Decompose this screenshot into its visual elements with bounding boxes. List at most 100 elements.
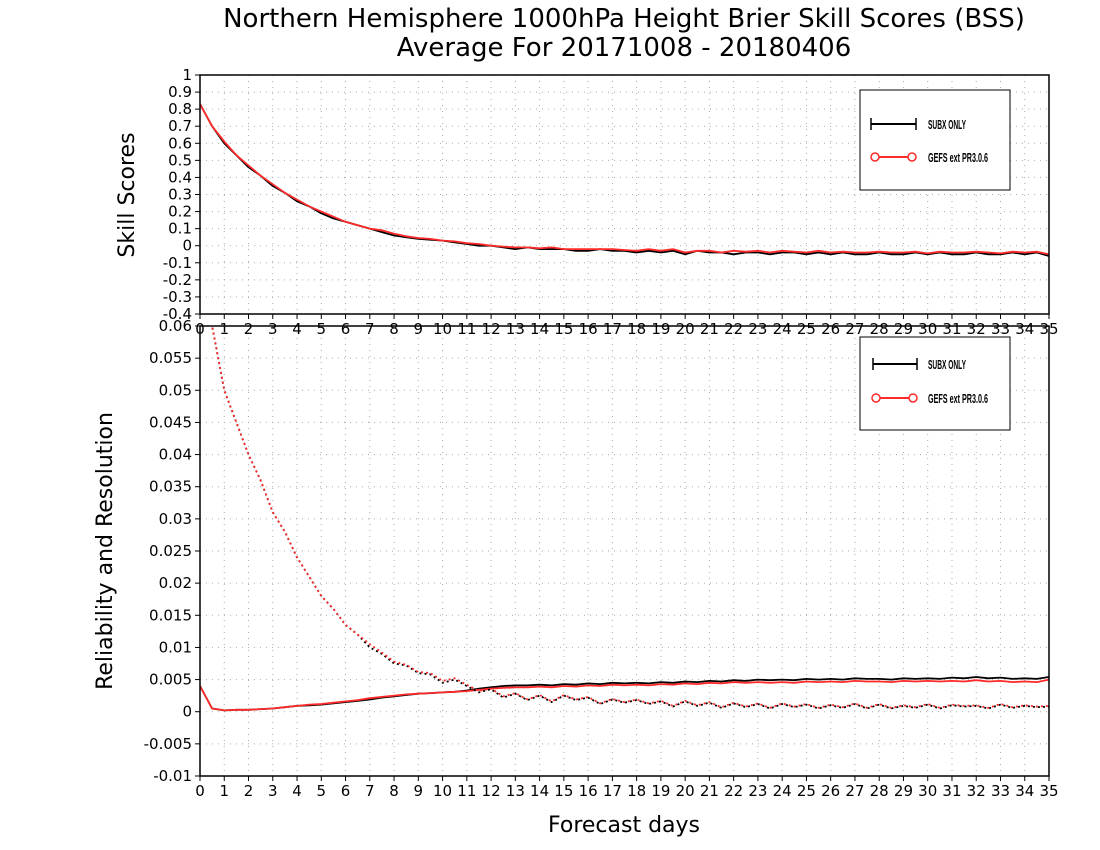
bottom-legend-circle-marker-2b: [908, 393, 918, 403]
top-x-ticks: 0 1 2 3 4 5 6 7 8 9 10 11 12 13 14 15 16 17 18 19 20 21 22 23 24…: [195, 314, 1059, 338]
top-y-tick-label: 0.7: [168, 117, 192, 135]
bot-x-tick-label: 15: [554, 782, 573, 800]
bot-x-tick-label: 32: [967, 782, 986, 800]
bot-x-tick-label: 25: [797, 782, 816, 800]
top-x-tick-label: 7: [365, 320, 375, 338]
skill-scores-panel: -0.4-0.3-0.2-0.100.10.20.30.40.50.60.70.…: [115, 66, 1059, 338]
bottom-legend: SUBX ONLY GEFS ext PR3.0.6: [859, 336, 1011, 431]
bot-x-tick-label: 35: [1039, 782, 1058, 800]
bot-y-tick-label: 0.035: [149, 478, 192, 496]
bot-x-tick-label: 24: [773, 782, 792, 800]
bot-x-tick-label: 7: [365, 782, 375, 800]
bot-x-tick-label: 11: [457, 782, 476, 800]
bottom-legend-circle-marker-2a: [871, 393, 881, 403]
top-x-tick-label: 13: [506, 320, 525, 338]
bot-x-tick-label: 14: [530, 782, 549, 800]
top-y-tick-label: 0.8: [168, 100, 192, 118]
bot-x-tick-label: 1: [219, 782, 229, 800]
bot-x-tick-label: 2: [244, 782, 254, 800]
bot-y-tick-label: -0.005: [144, 735, 192, 753]
top-legend: SUBX ONLY GEFS ext PR3.0.6: [859, 89, 1011, 191]
bottom-legend-label-1: SUBX ONLY: [928, 357, 966, 372]
top-x-tick-label: 12: [482, 320, 501, 338]
top-x-tick-label: 15: [554, 320, 573, 338]
bot-x-tick-label: 5: [317, 782, 327, 800]
top-legend-box: [859, 89, 1011, 191]
top-x-tick-label: 33: [991, 320, 1010, 338]
top-x-tick-label: 20: [676, 320, 695, 338]
top-y-axis-label: Skill Scores: [115, 132, 140, 257]
top-y-tick-label: 1: [182, 66, 192, 84]
top-x-tick-label: 2: [244, 320, 254, 338]
top-x-tick-label: 10: [433, 320, 452, 338]
bot-x-tick-label: 8: [389, 782, 399, 800]
top-y-tick-label: -0.3: [163, 288, 192, 306]
top-legend-label-2: GEFS ext PR3.0.6: [928, 150, 988, 165]
top-y-tick-label: -0.1: [163, 254, 192, 272]
bot-x-tick-label: 13: [506, 782, 525, 800]
bot-x-tick-label: 18: [627, 782, 646, 800]
top-x-tick-label: 21: [700, 320, 719, 338]
top-series-line-2: [200, 103, 1049, 256]
top-x-tick-label: 26: [821, 320, 840, 338]
bottom-x-ticks: 0 1 2 3 4 5 6 7 8 9 10 11 12 13 14 15 16 17 18 19 20 21 22 23 24…: [195, 776, 1059, 800]
bot-y-tick-label: -0.01: [153, 767, 192, 785]
top-y-tick-label: -0.2: [163, 271, 192, 289]
top-x-tick-label: 31: [942, 320, 961, 338]
top-x-tick-label: 34: [1015, 320, 1034, 338]
bot-x-tick-label: 22: [724, 782, 743, 800]
top-legend-circle-marker-2b: [907, 152, 917, 162]
bot-y-tick-label: 0.025: [149, 542, 192, 560]
bot-y-tick-label: 0: [182, 703, 192, 721]
top-x-tick-label: 3: [268, 320, 278, 338]
bot-x-tick-label: 10: [433, 782, 452, 800]
bot-y-tick-label: 0.02: [159, 574, 192, 592]
top-x-tick-label: 1: [219, 320, 229, 338]
top-y-tick-label: 0.3: [168, 186, 192, 204]
top-x-tick-label: 9: [414, 320, 424, 338]
bot-x-tick-label: 12: [482, 782, 501, 800]
top-y-tick-label: -0.4: [163, 305, 192, 323]
bot-y-tick-label: 0.05: [159, 381, 192, 399]
top-y-tick-label: 0.5: [168, 151, 192, 169]
x-axis-label: Forecast days: [548, 813, 700, 838]
reliability-resolution-panel: -0.01 -0.005 0 0.005 0.01 0.015 0.02 0.025 0.03 0…: [93, 317, 1059, 838]
top-x-tick-label: 5: [317, 320, 327, 338]
bot-x-tick-label: 27: [845, 782, 864, 800]
bot-x-tick-label: 29: [894, 782, 913, 800]
bot-x-tick-label: 16: [579, 782, 598, 800]
bot-y-tick-label: 0.01: [159, 638, 192, 656]
top-y-tick-label: 0.9: [168, 83, 192, 101]
bottom-series: [200, 326, 1049, 712]
chart-title-line2: Average For 20171008 - 20180406: [397, 33, 852, 63]
bot-y-tick-label: 0.03: [159, 510, 192, 528]
bot-x-tick-label: 31: [942, 782, 961, 800]
bot-x-tick-label: 17: [603, 782, 622, 800]
top-series: [200, 103, 1049, 257]
bot-x-tick-label: 9: [414, 782, 424, 800]
top-x-tick-label: 4: [292, 320, 302, 338]
top-x-tick-label: 32: [967, 320, 986, 338]
bot-x-tick-label: 33: [991, 782, 1010, 800]
top-x-tick-label: 24: [773, 320, 792, 338]
top-x-tick-label: 27: [845, 320, 864, 338]
top-y-tick-label: 0.4: [168, 168, 192, 186]
bot-x-tick-label: 28: [870, 782, 889, 800]
top-x-tick-label: 6: [341, 320, 351, 338]
bot-series-line-4: [211, 326, 1049, 709]
bot-x-tick-label: 0: [195, 782, 205, 800]
top-y-tick-label: 0.2: [168, 203, 192, 221]
top-x-tick-label: 16: [579, 320, 598, 338]
bot-x-tick-label: 26: [821, 782, 840, 800]
bot-y-tick-label: 0.06: [159, 317, 192, 335]
top-x-tick-label: 22: [724, 320, 743, 338]
bot-y-tick-label: 0.015: [149, 606, 192, 624]
top-x-tick-label: 18: [627, 320, 646, 338]
top-x-tick-label: 25: [797, 320, 816, 338]
bot-y-tick-label: 0.045: [149, 413, 192, 431]
bot-x-tick-label: 4: [292, 782, 302, 800]
bot-series-line-2: [200, 678, 1049, 712]
bot-y-tick-label: 0.005: [149, 671, 192, 689]
top-x-tick-label: 23: [748, 320, 767, 338]
